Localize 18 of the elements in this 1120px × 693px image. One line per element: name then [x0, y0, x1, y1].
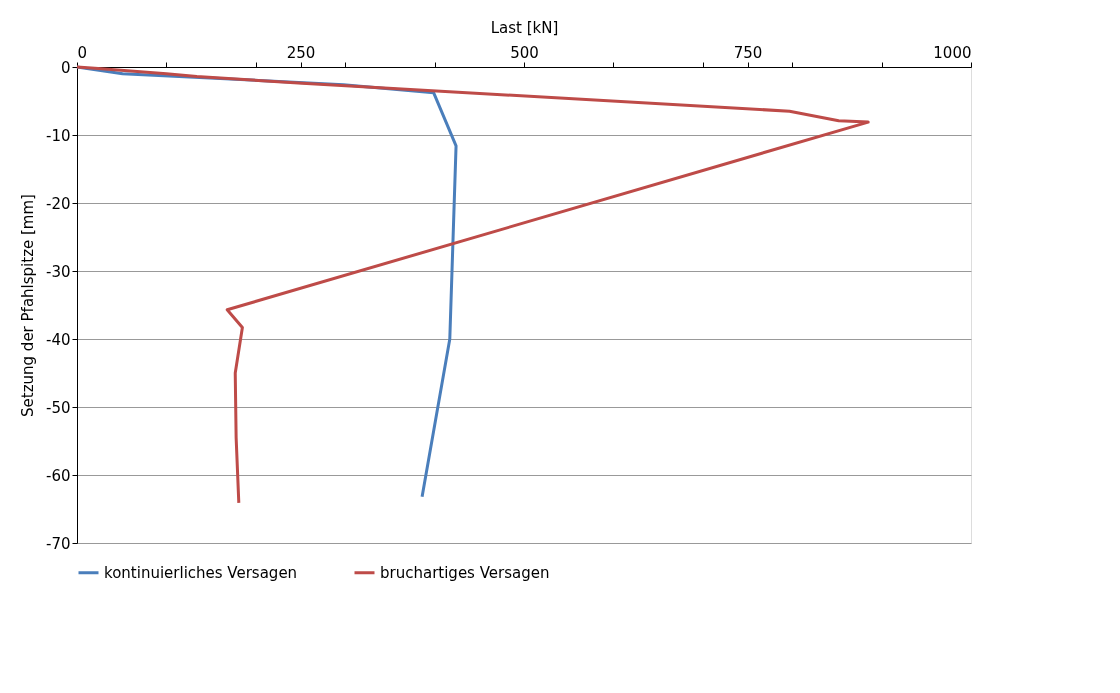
y-tick-label: -70	[46, 534, 71, 553]
legend-label: kontinuierliches Versagen	[104, 563, 298, 582]
y-tick-label: -30	[46, 262, 71, 281]
line-series	[75, 65, 870, 505]
y-tick-label: -40	[46, 330, 71, 349]
y-tick-label: -20	[46, 194, 71, 213]
y-axis-title: Setzung der Pfahlspitze [mm]	[19, 194, 37, 417]
y-tick-label: 0	[60, 58, 71, 77]
y-tick-label: -50	[46, 398, 71, 417]
x-tick-label: 0	[77, 43, 88, 62]
x-tick-label: 1000	[933, 43, 972, 62]
y-tick-label: -60	[46, 466, 71, 485]
x-tick-label: 750	[733, 43, 763, 62]
y-tick-label: -10	[46, 126, 71, 145]
legend-label: bruchartiges Versagen	[380, 563, 550, 582]
x-axis-title: Last [kN]	[490, 18, 559, 37]
x-tick-label: 500	[510, 43, 539, 62]
x-tick-label: 250	[286, 43, 316, 62]
